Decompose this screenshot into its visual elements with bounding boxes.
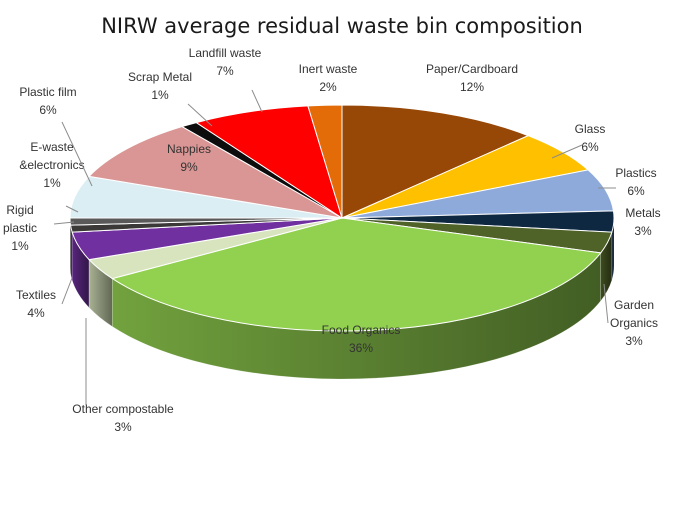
data-label-name: &electronics <box>19 158 84 172</box>
data-label-name: Metals <box>625 206 660 220</box>
data-label-value: 6% <box>581 140 599 154</box>
data-label-plastics: Plastics 6% <box>615 166 656 198</box>
data-labels: Paper/Cardboard 12% Glass 6% Plastics 6% Metal… <box>3 46 661 434</box>
data-label-value: 12% <box>460 80 484 94</box>
data-label-garden-organics: Garden Organics 3% <box>610 298 658 348</box>
pie-slice-nappies <box>88 126 343 219</box>
data-label-name: Food Organics <box>322 323 401 337</box>
data-label-value: 1% <box>11 239 29 253</box>
leader-line-textiles <box>61 277 73 305</box>
data-label-value: 36% <box>349 341 373 355</box>
data-label-e-waste-electronics: E-waste &electronics 1% <box>19 140 84 190</box>
data-label-value: 9% <box>180 160 198 174</box>
data-label-name: plastic <box>3 221 37 235</box>
data-label-name: Textiles <box>16 288 56 302</box>
data-label-name: Organics <box>610 316 658 330</box>
data-label-name: Scrap Metal <box>128 70 192 84</box>
data-label-landfill-waste: Landfill waste 7% <box>189 46 262 78</box>
leader-line-scrap-metal <box>187 103 213 127</box>
pie-top-faces <box>69 104 615 332</box>
data-label-food-organics: Food Organics 36% <box>322 323 401 355</box>
data-label-name: Plastic film <box>19 85 76 99</box>
data-label-value: 6% <box>627 184 645 198</box>
data-label-name: Inert waste <box>299 62 358 76</box>
data-label-glass: Glass 6% <box>575 122 606 154</box>
chart-title: NIRW average residual waste bin composit… <box>101 14 583 38</box>
pie-slice-inert-waste <box>307 104 343 219</box>
data-label-plastic-film: Plastic film 6% <box>19 85 76 117</box>
data-label-value: 2% <box>319 80 337 94</box>
leader-line-e-waste-electronics <box>65 205 79 213</box>
data-label-value: 1% <box>43 176 61 190</box>
data-label-value: 1% <box>151 88 169 102</box>
leader-line-glass <box>551 144 583 159</box>
data-label-rigid-plastic: Rigid plastic 1% <box>3 203 37 253</box>
data-label-name: Glass <box>575 122 606 136</box>
data-label-paper-cardboard: Paper/Cardboard 12% <box>426 62 518 94</box>
data-label-name: Nappies <box>167 142 211 156</box>
data-label-scrap-metal: Scrap Metal 1% <box>128 70 192 102</box>
data-label-name: Garden <box>614 298 654 312</box>
leader-line-plastic-film <box>61 121 93 187</box>
data-label-textiles: Textiles 4% <box>16 288 56 320</box>
data-label-value: 7% <box>216 64 234 78</box>
data-label-name: Other compostable <box>72 402 174 416</box>
data-label-value: 4% <box>27 306 45 320</box>
data-label-nappies: Nappies 9% <box>167 142 211 174</box>
data-label-name: Plastics <box>615 166 656 180</box>
data-label-value: 6% <box>39 103 57 117</box>
data-label-name: Paper/Cardboard <box>426 62 518 76</box>
data-label-value: 3% <box>634 224 652 238</box>
data-label-name: E-waste <box>30 140 74 154</box>
pie-slice-food-organics <box>111 217 602 332</box>
data-label-metals: Metals 3% <box>625 206 660 238</box>
leader-line-landfill-waste <box>251 89 263 113</box>
data-label-other-compostable: Other compostable 3% <box>72 402 174 434</box>
pie-slice-paper-cardboard <box>341 104 530 219</box>
leader-line-rigid-plastic <box>53 221 75 225</box>
data-label-name: Rigid <box>6 203 33 217</box>
leader-line-garden-organics <box>603 283 609 324</box>
data-label-name: Landfill waste <box>189 46 262 60</box>
pie-slice-landfill-waste <box>195 105 343 220</box>
data-label-value: 3% <box>114 420 132 434</box>
pie-side-walls <box>69 217 615 380</box>
data-label-inert-waste: Inert waste 2% <box>299 62 358 94</box>
data-label-value: 3% <box>625 334 643 348</box>
